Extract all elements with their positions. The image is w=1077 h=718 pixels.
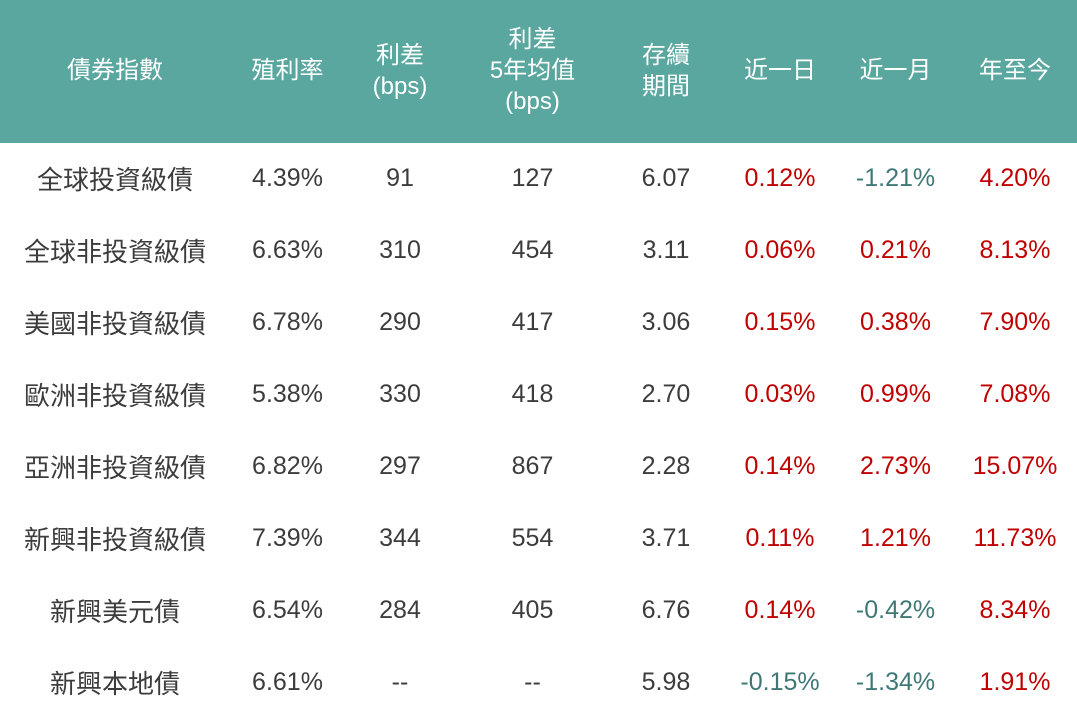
cell-ytd: 4.20% [979,164,1051,193]
cell-spread_5y_avg: 867 [511,451,554,480]
cell-spread_5y_avg: 554 [511,523,554,552]
cell-index: 新興非投資級債 [23,524,206,555]
cell-yield: 6.61% [252,667,323,696]
cell-spread: 310 [379,236,421,265]
cell-month: -0.42% [855,595,936,624]
cell-duration: 2.28 [641,451,691,480]
cell-month: -1.34% [855,667,936,696]
cell-duration: 3.71 [641,523,691,552]
table-row: 亞洲非投資級債 6.82% 297 867 2.28 0.14% 2.73% 15.07% [0,430,1077,503]
column-header-ytd: 年至今 [979,57,1051,85]
cell-yield: 6.78% [252,308,323,337]
column-header-duration: 存續 期間 [642,41,690,100]
table-row: 新興非投資級債 7.39% 344 554 3.71 0.11% 1.21% 11.73% [0,502,1077,575]
cell-index: 全球非投資級債 [23,237,206,268]
table-row: 新興本地債 6.61% -- -- 5.98 -0.15% -1.34% 1.91% [0,646,1077,718]
cell-month: 1.21% [860,523,931,552]
cell-day: 0.11% [745,523,815,552]
cell-index: 新興本地債 [49,668,180,699]
table-header-row: 債券指數 殖利率 利差 (bps) 利差 5年均值 (bps) 存續 期間 近一… [0,0,1077,143]
column-header-one-day: 近一日 [744,57,816,85]
column-header-spread-bps: 利差 (bps) [372,41,428,100]
cell-day: 0.12% [744,164,816,193]
table-row: 歐洲非投資級債 5.38% 330 418 2.70 0.03% 0.99% 7.08% [0,358,1077,431]
cell-duration: 6.76 [641,595,691,624]
cell-ytd: 8.13% [979,236,1051,265]
cell-duration: 3.06 [641,308,691,337]
cell-ytd: 7.08% [979,380,1051,409]
cell-ytd: 8.34% [979,595,1051,624]
cell-yield: 5.38% [252,380,323,409]
cell-ytd: 11.73% [973,523,1057,552]
cell-ytd: 15.07% [972,451,1058,480]
table-body: 全球投資級債 4.39% 91 127 6.07 0.12% -1.21% 4.20% 全球非投… [0,143,1077,718]
cell-yield: 6.82% [252,451,323,480]
cell-index: 亞洲非投資級債 [23,452,206,483]
cell-index: 美國非投資級債 [23,309,206,340]
cell-ytd: 1.91% [979,667,1051,696]
column-header-one-month: 近一月 [859,57,932,85]
table-row: 全球非投資級債 6.63% 310 454 3.11 0.06% 0.21% 8.13% [0,214,1077,287]
table-row: 新興美元債 6.54% 284 405 6.76 0.14% -0.42% 8.34% [0,574,1077,647]
cell-yield: 7.39% [252,523,323,552]
cell-day: 0.14% [744,451,816,480]
cell-yield: 6.54% [252,595,323,624]
cell-month: 0.99% [860,380,931,409]
cell-spread_5y_avg: 405 [511,595,554,624]
cell-month: -1.21% [855,164,936,193]
cell-spread: -- [391,667,409,696]
cell-duration: 5.98 [641,667,691,696]
cell-day: 0.14% [744,595,816,624]
cell-spread: 284 [379,595,421,624]
cell-spread: 344 [379,523,421,552]
cell-spread_5y_avg: 127 [511,164,554,193]
cell-spread: 297 [379,451,421,480]
cell-spread_5y_avg: 418 [511,380,554,409]
cell-day: 0.15% [744,308,816,337]
table-row: 美國非投資級債 6.78% 290 417 3.06 0.15% 0.38% 7.90% [0,286,1077,359]
cell-index: 全球投資級債 [36,165,193,196]
cell-day: 0.06% [744,236,816,265]
cell-spread_5y_avg: 417 [511,308,554,337]
column-header-bond-index: 債券指數 [67,57,163,85]
cell-day: 0.03% [744,380,816,409]
cell-duration: 2.70 [641,380,691,409]
cell-yield: 4.39% [252,164,323,193]
cell-duration: 6.07 [641,164,691,193]
cell-spread: 330 [379,380,421,409]
cell-month: 0.21% [860,236,931,265]
cell-index: 新興美元債 [49,596,180,627]
cell-index: 歐洲非投資級債 [23,381,206,412]
cell-spread_5y_avg: -- [524,667,541,696]
cell-ytd: 7.90% [979,308,1051,337]
cell-month: 0.38% [860,308,931,337]
cell-spread: 290 [379,308,421,337]
cell-month: 2.73% [860,451,931,480]
cell-duration: 3.11 [642,236,690,265]
column-header-spread-5y-avg: 利差 5年均值 (bps) [489,26,576,115]
column-header-yield: 殖利率 [251,57,324,85]
cell-spread_5y_avg: 454 [511,236,554,265]
cell-spread: 91 [386,164,414,193]
cell-yield: 6.63% [252,236,323,265]
table-row: 全球投資級債 4.39% 91 127 6.07 0.12% -1.21% 4.20% [0,143,1077,215]
cell-day: -0.15% [740,667,820,696]
